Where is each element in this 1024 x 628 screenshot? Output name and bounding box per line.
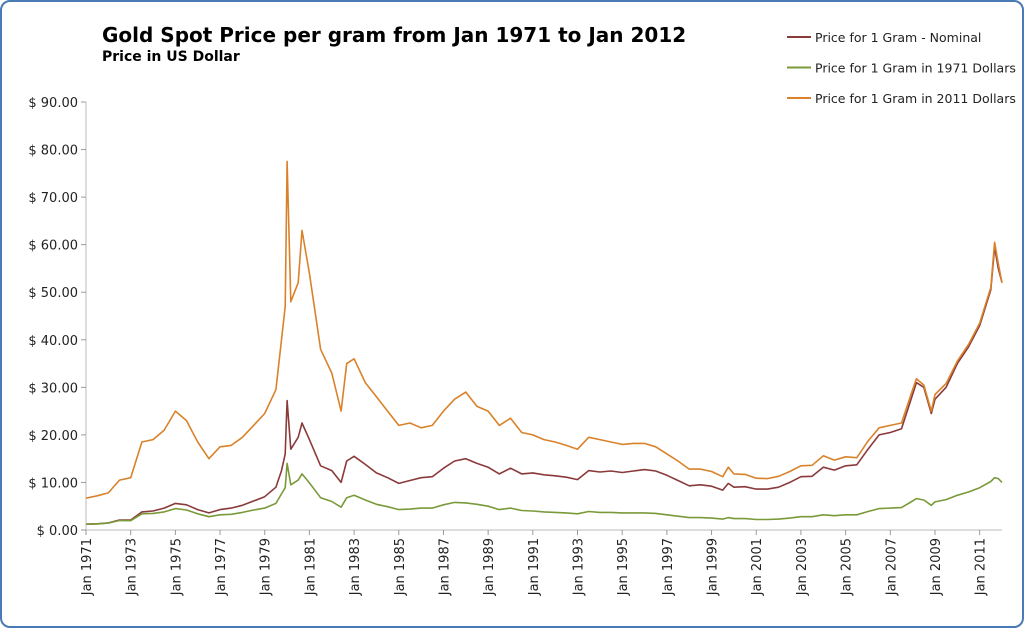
x-tick-label: Jan 1975 [169,538,184,596]
y-tick-label: $ 20.00 [28,429,78,444]
x-tick-label: Jan 1995 [616,538,631,596]
x-tick-label: Jan 1993 [572,538,587,596]
series-line [85,160,1003,499]
x-tick-label: Jan 2001 [750,538,765,596]
y-tick-label: $ 80.00 [28,144,78,159]
x-tick-label: Jan 2011 [974,538,989,596]
legend-label: Price for 1 Gram in 1971 Dollars [815,61,1016,76]
y-tick-label: $ 30.00 [28,381,78,396]
x-tick-label: Jan 1977 [214,538,229,596]
y-tick-label: $ 0.00 [37,524,78,539]
x-tick-label: Jan 2009 [929,538,944,596]
x-tick-label: Jan 1997 [661,538,676,596]
x-tick-label: Jan 2003 [795,538,810,596]
x-tick-label: Jan 1999 [706,538,721,596]
x-tick-label: Jan 1983 [348,538,363,596]
x-tick-label: Jan 2007 [884,538,899,596]
x-tick-label: Jan 1985 [393,538,408,596]
x-tick-label: Jan 1971 [80,538,95,596]
y-tick-label: $ 60.00 [28,239,78,254]
legend-label: Price for 1 Gram - Nominal [815,30,981,45]
x-tick-label: Jan 1991 [527,538,542,596]
x-tick-label: Jan 2005 [840,538,855,596]
x-tick-label: Jan 1973 [125,538,140,596]
y-tick-label: $ 50.00 [28,286,78,301]
chart-title: Gold Spot Price per gram from Jan 1971 t… [102,23,686,47]
series-line [85,462,1003,525]
x-tick-label: Jan 1987 [437,538,452,596]
legend: Price for 1 Gram - Nominal Price for 1 Gr… [787,30,1016,106]
y-tick-label: $ 10.00 [28,476,78,491]
y-tick-label: $ 90.00 [28,96,78,111]
x-tick-label: Jan 1979 [259,538,274,596]
y-tick-label: $ 40.00 [28,334,78,349]
y-tick-label: $ 70.00 [28,191,78,206]
series-line [85,246,1003,525]
x-tick-label: Jan 1989 [482,538,497,596]
legend-label: Price for 1 Gram in 2011 Dollars [815,91,1016,106]
x-tick-label: Jan 1981 [303,538,318,596]
chart-subtitle: Price in US Dollar [102,49,240,65]
